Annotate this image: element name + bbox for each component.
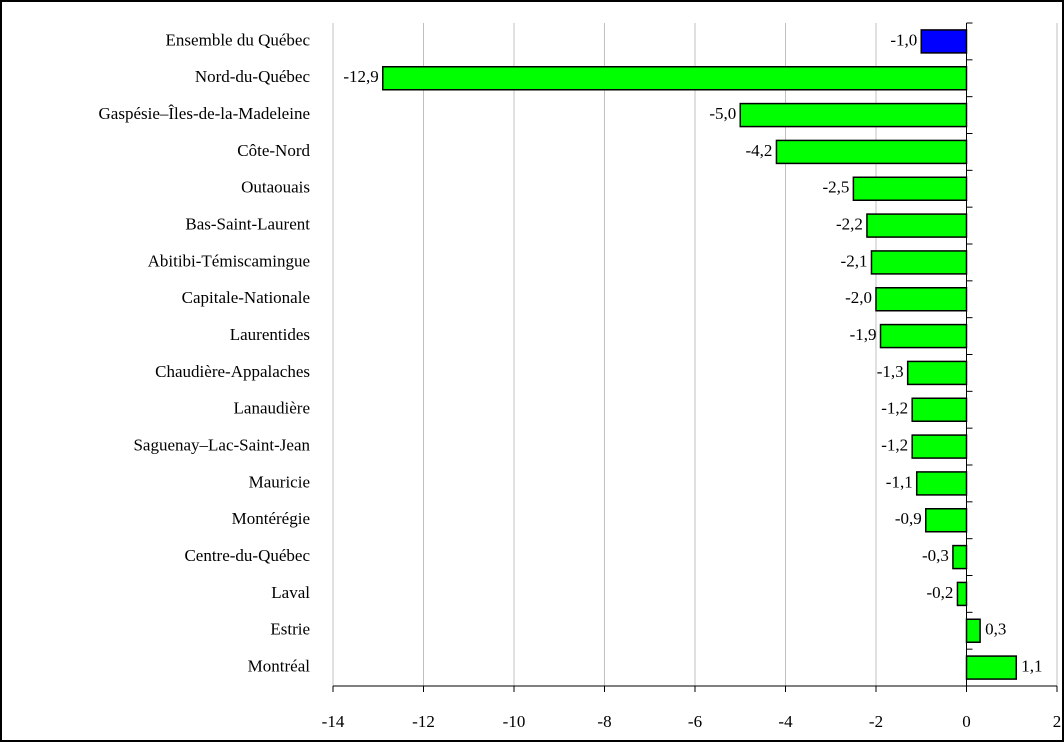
x-tick-label: -8 [597,712,611,731]
y-tick-label: Capitale-Nationale [182,288,310,307]
value-label: -2,5 [822,178,849,197]
y-tick-label: Montérégie [232,509,310,528]
value-label: -2,2 [836,214,863,233]
value-label: -1,2 [881,399,908,418]
y-tick-label: Laval [271,583,310,602]
value-label: -5,0 [709,104,736,123]
bar [956,581,968,607]
y-tick-label: Saguenay–Lac-Saint-Jean [133,435,310,454]
bar [920,29,968,54]
x-tick-label: 0 [962,712,971,731]
bar [866,213,968,238]
y-tick-label: Estrie [270,620,310,639]
value-label: -1,3 [877,362,904,381]
value-label: -2,0 [845,288,872,307]
value-label: -0,9 [895,509,922,528]
y-tick-label: Bas-Saint-Laurent [185,214,310,233]
y-tick-label: Outaouais [241,178,310,197]
y-tick-label: Mauricie [249,472,310,491]
x-tick-label: -4 [778,712,793,731]
value-label: -0,3 [922,546,949,565]
value-label: 1,1 [1021,656,1042,675]
y-tick-label: Montréal [248,656,311,675]
value-label: -1,9 [850,325,877,344]
bar [382,66,968,91]
x-tick-label: -10 [503,712,526,731]
bar [915,471,968,496]
bar [965,618,981,643]
y-tick-label: Centre-du-Québec [184,546,310,565]
y-tick-label: Laurentides [230,325,310,344]
value-label: -1,0 [890,30,917,49]
y-tick-label: Ensemble du Québec [166,30,311,49]
bar [852,176,968,201]
value-label: -12,9 [343,67,378,86]
value-label: -1,2 [881,435,908,454]
x-tick-label: -12 [412,712,435,731]
bar [925,508,968,533]
y-tick-label: Abitibi-Témiscamingue [148,251,310,270]
value-label: 0,3 [985,620,1006,639]
bar [875,287,968,312]
bar [952,544,968,570]
bar [739,102,968,128]
bar [906,360,968,386]
value-label: -2,1 [841,251,868,270]
value-label: -1,1 [886,472,913,491]
y-tick-label: Côte-Nord [237,141,310,160]
bar [775,139,968,165]
value-label: -0,2 [927,583,954,602]
y-tick-label: Chaudière-Appalaches [155,362,310,381]
value-label: -4,2 [746,141,773,160]
y-tick-label: Gaspésie–Îles-de-la-Madeleine [99,104,310,123]
x-tick-label: 2 [1053,712,1062,731]
x-tick-label: -14 [322,712,345,731]
bar [879,323,968,349]
bar [870,250,968,275]
y-tick-label: Nord-du-Québec [195,67,311,86]
y-tick-label: Lanaudière [234,399,310,418]
x-tick-label: -2 [869,712,883,731]
bar [911,397,968,422]
bar [965,655,1018,680]
bar [911,434,968,459]
x-tick-label: -6 [688,712,702,731]
